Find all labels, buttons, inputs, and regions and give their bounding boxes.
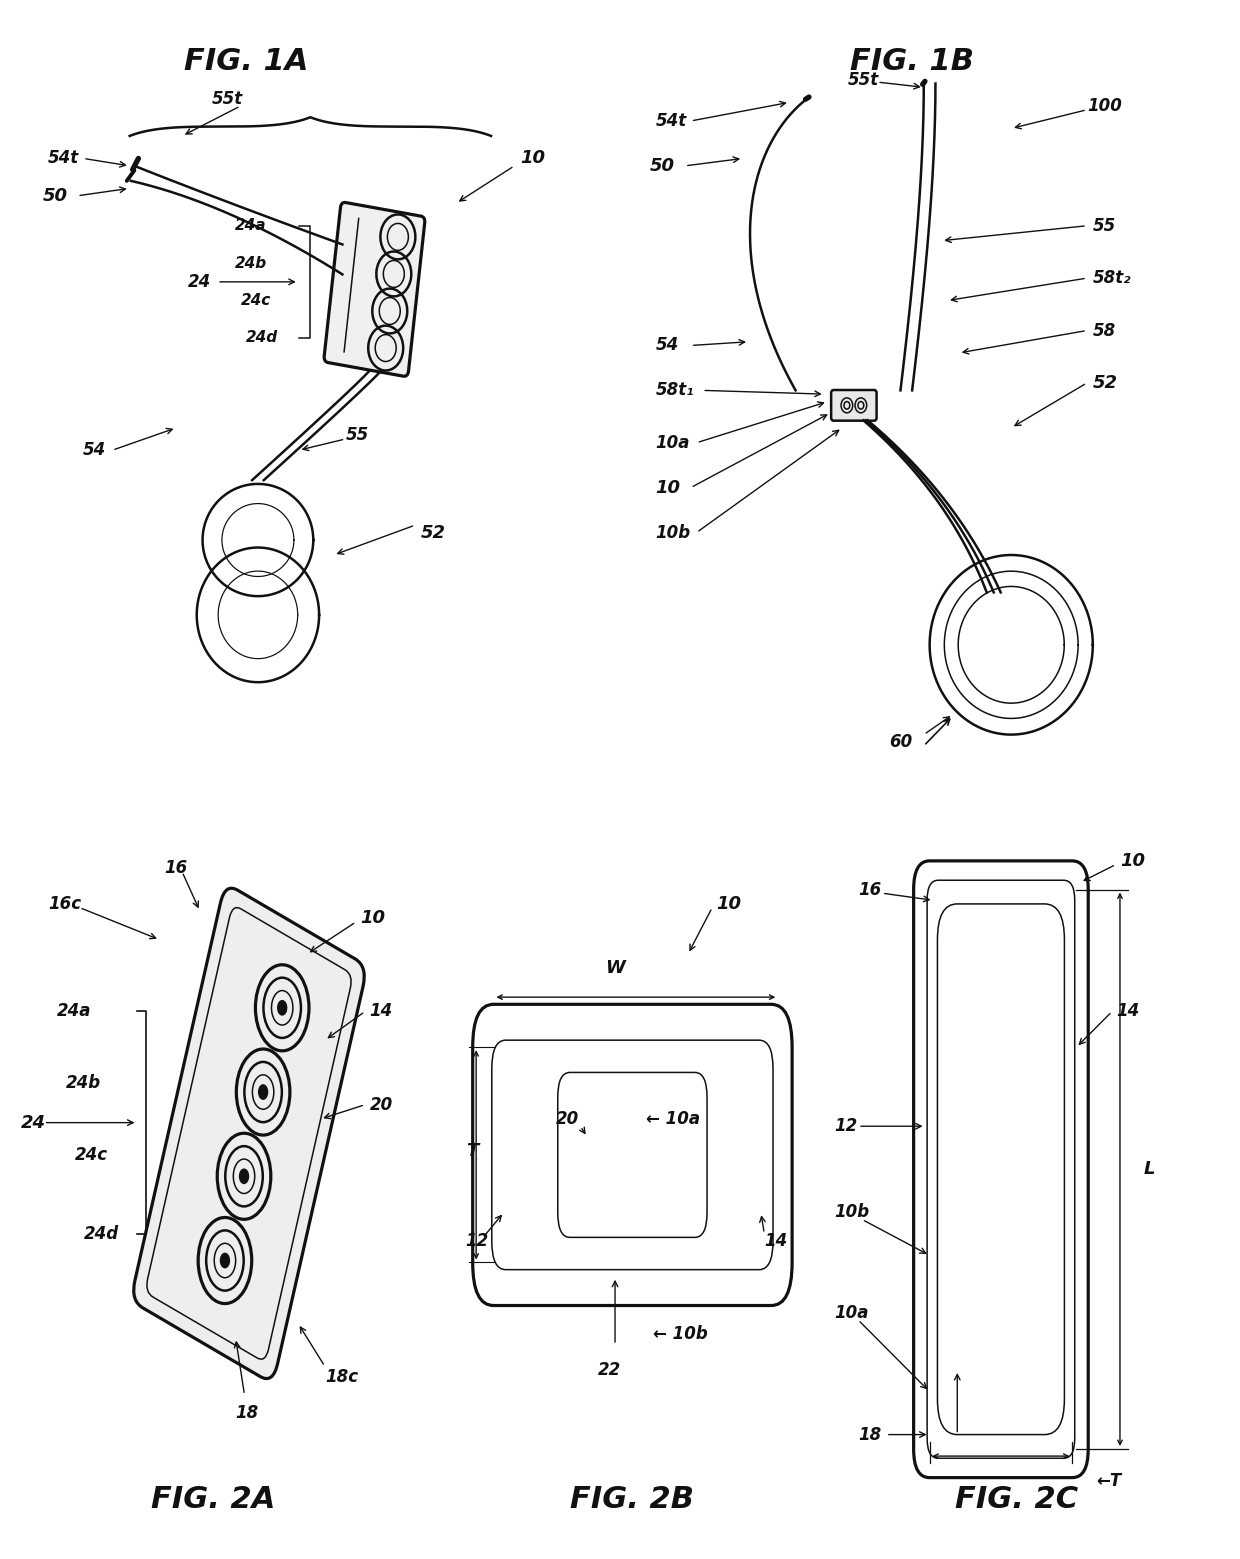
Circle shape (259, 1085, 268, 1099)
Text: 24b: 24b (234, 256, 267, 271)
Text: ← 10b: ← 10b (653, 1325, 708, 1344)
Circle shape (239, 1169, 248, 1183)
FancyBboxPatch shape (134, 889, 365, 1378)
Text: 50: 50 (650, 157, 675, 175)
Text: 10: 10 (715, 895, 740, 914)
Text: 10: 10 (521, 150, 546, 167)
Text: 55t: 55t (211, 89, 243, 108)
Text: 50: 50 (42, 187, 67, 204)
Text: 54: 54 (656, 337, 680, 354)
Text: 60: 60 (889, 733, 913, 751)
Text: 24d: 24d (247, 331, 279, 346)
Text: T: T (466, 1143, 477, 1160)
Text: 10b: 10b (835, 1204, 869, 1221)
Text: 54t: 54t (48, 150, 79, 167)
Text: 16: 16 (164, 859, 187, 878)
Text: FIG. 2C: FIG. 2C (955, 1484, 1079, 1514)
Text: 16c: 16c (48, 895, 82, 914)
Text: 55: 55 (346, 426, 368, 444)
FancyBboxPatch shape (831, 390, 877, 421)
Text: 14: 14 (1116, 1002, 1140, 1021)
Text: 24d: 24d (84, 1225, 119, 1243)
Text: 24a: 24a (57, 1002, 92, 1021)
Text: 16: 16 (858, 881, 882, 898)
Text: 10a: 10a (656, 433, 691, 452)
Text: 18: 18 (858, 1425, 882, 1444)
Text: 20: 20 (556, 1110, 579, 1129)
Text: 24: 24 (21, 1113, 46, 1132)
Text: 100: 100 (1087, 97, 1122, 115)
Text: 58t₂: 58t₂ (1092, 270, 1131, 287)
Circle shape (278, 1001, 286, 1015)
Text: 54: 54 (83, 441, 107, 460)
Text: 20: 20 (370, 1096, 393, 1113)
Text: ← 10a: ← 10a (646, 1110, 701, 1129)
Text: 14: 14 (764, 1232, 787, 1250)
Text: 55t: 55t (848, 70, 879, 89)
Text: 55: 55 (1092, 217, 1116, 235)
Text: 52: 52 (1092, 374, 1117, 391)
Text: FIG. 1A: FIG. 1A (184, 47, 309, 76)
FancyBboxPatch shape (914, 861, 1089, 1478)
Text: 18c: 18c (325, 1369, 358, 1386)
Text: FIG. 2A: FIG. 2A (151, 1484, 275, 1514)
Text: 12: 12 (835, 1118, 858, 1135)
FancyBboxPatch shape (472, 1004, 792, 1305)
Text: W: W (605, 959, 625, 977)
Text: ←T: ←T (1096, 1472, 1121, 1490)
Text: 24c: 24c (241, 293, 270, 309)
Text: 54t: 54t (656, 112, 687, 129)
Text: 22: 22 (598, 1361, 621, 1380)
Text: 24b: 24b (66, 1074, 102, 1093)
FancyBboxPatch shape (324, 203, 425, 376)
Text: FIG. 1B: FIG. 1B (851, 47, 975, 76)
Text: FIG. 2B: FIG. 2B (570, 1484, 694, 1514)
Text: 18: 18 (236, 1405, 259, 1422)
Text: 10: 10 (656, 479, 681, 497)
Text: 24c: 24c (74, 1146, 108, 1165)
Text: 58: 58 (1092, 321, 1116, 340)
Text: 10: 10 (1120, 851, 1145, 870)
Text: 24: 24 (188, 273, 211, 292)
Text: 52: 52 (422, 524, 446, 541)
Text: 24a: 24a (234, 218, 267, 234)
Text: 14: 14 (370, 1002, 393, 1021)
Text: 58t₁: 58t₁ (656, 382, 694, 399)
Text: 12: 12 (466, 1232, 489, 1250)
Text: 10a: 10a (835, 1303, 869, 1322)
Text: 10b: 10b (656, 524, 691, 541)
Circle shape (221, 1253, 229, 1267)
Text: 10: 10 (361, 909, 386, 928)
Text: L: L (1143, 1160, 1156, 1179)
